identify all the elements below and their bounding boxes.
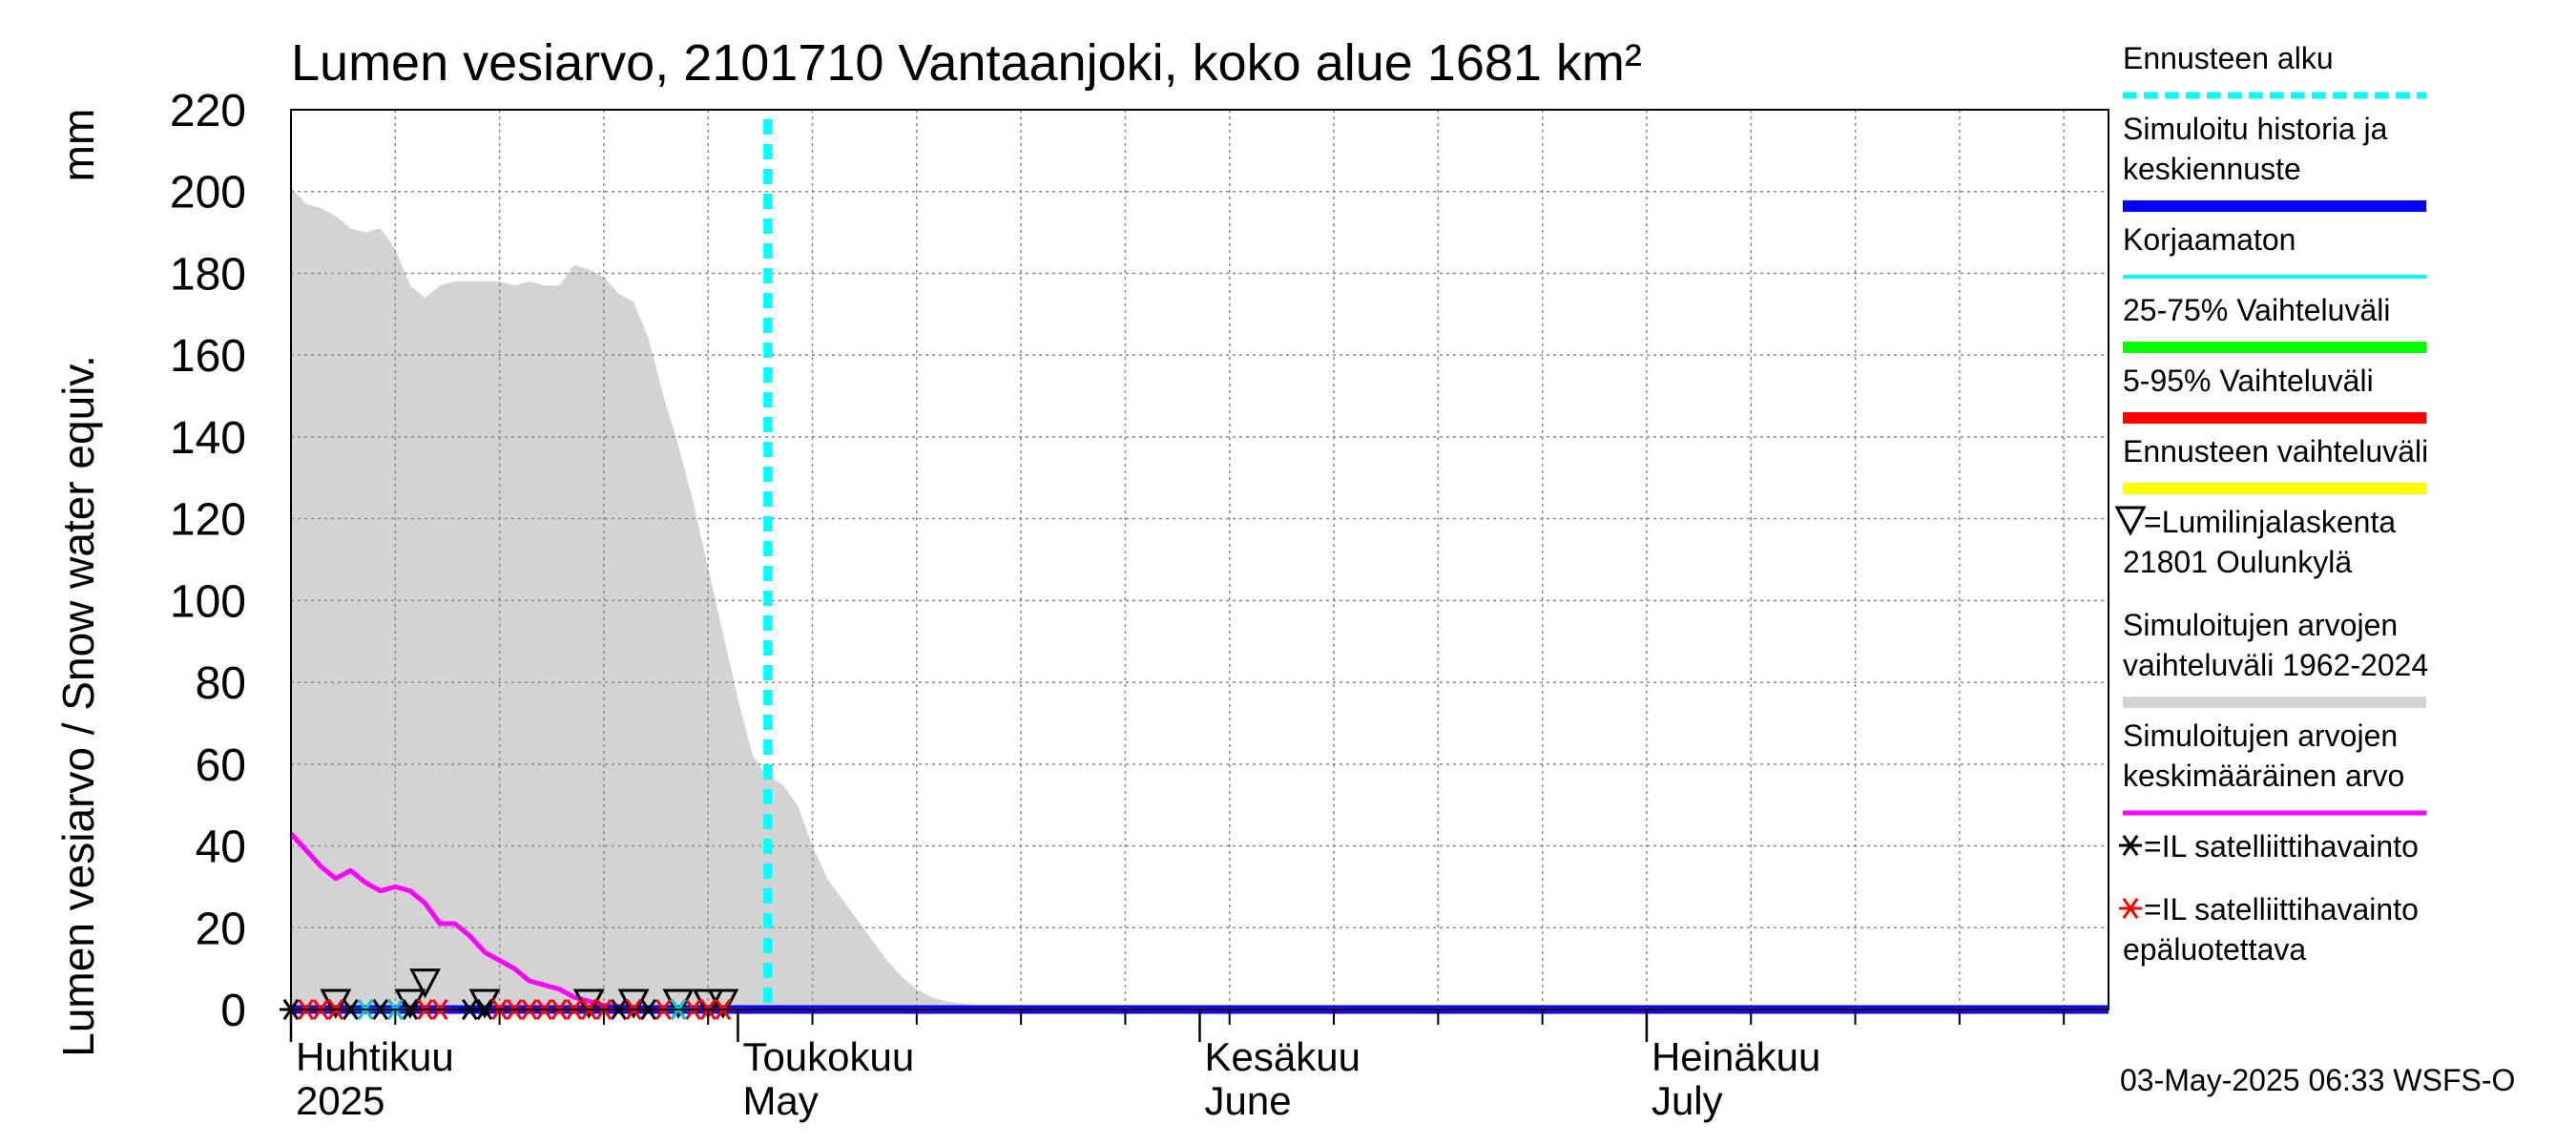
legend-label: Ennusteen vaihteluväli	[2123, 434, 2428, 468]
legend-label: Ennusteen alku	[2123, 41, 2334, 75]
x-month-label: Huhtikuu	[296, 1034, 454, 1079]
y-tick-label: 160	[170, 331, 246, 382]
y-tick-label: 60	[196, 740, 246, 791]
y-tick-label: 220	[170, 86, 246, 136]
footer-timestamp: 03-May-2025 06:33 WSFS-O	[2120, 1063, 2515, 1097]
legend-label: 5-95% Vaihteluväli	[2123, 364, 2374, 398]
legend-label: keskimääräinen arvo	[2123, 759, 2404, 793]
y-axis-unit: mm	[53, 109, 103, 182]
plot-area	[280, 109, 2109, 1021]
y-tick-label: 100	[170, 576, 246, 627]
legend-entry-3: 25-75% Vaihteluväli	[2123, 293, 2426, 353]
y-tick-label: 40	[196, 822, 246, 873]
y-tick-label: 80	[196, 658, 246, 709]
y-tick-label: 180	[170, 249, 246, 300]
y-tick-label: 120	[170, 495, 246, 546]
x-month-sublabel: July	[1652, 1078, 1723, 1123]
y-tick-label: 0	[220, 986, 246, 1036]
legend-entry-10: =IL satelliittihavainto epäluotettava	[2119, 892, 2419, 967]
legend-label: =Lumilinjalaskenta	[2144, 505, 2396, 539]
marker-0-triangle	[468, 989, 501, 1019]
legend-label: Simuloitujen arvojen	[2123, 718, 2398, 753]
marker-0-triangle	[572, 989, 605, 1019]
marker-0-triangle	[662, 989, 695, 1019]
legend-entry-1: Simuloitu historia ja keskiennuste	[2123, 112, 2426, 212]
marker-0-triangle	[617, 989, 650, 1019]
legend-label: =IL satelliittihavainto	[2144, 892, 2419, 926]
legend-entry-7: Simuloitujen arvojen vaihteluväli 1962-20…	[2123, 608, 2428, 708]
marker-0-triangle	[320, 989, 352, 1019]
range-band-layer	[291, 187, 2109, 1010]
y-axis-label: Lumen vesiarvo / Snow water equiv.	[53, 355, 103, 1057]
y-tick-label: 200	[170, 168, 246, 219]
legend-entry-9: =IL satelliittihavainto	[2119, 829, 2419, 864]
legend-entry-8: Simuloitujen arvojen keskimääräinen arvo	[2123, 718, 2426, 816]
x-month-label: Heinäkuu	[1652, 1034, 1820, 1079]
marker-0-triangle	[394, 989, 426, 1019]
legend-entry-6: =Lumilinjalaskenta 21801 Oulunkylä	[2114, 505, 2396, 579]
legend-entry-0: Ennusteen alku	[2123, 41, 2426, 99]
legend-label: epäluotettava	[2123, 932, 2306, 967]
legend-asterisk-icon	[2119, 897, 2142, 920]
marker-0-triangle	[409, 968, 442, 999]
x-month-sublabel: June	[1205, 1078, 1292, 1123]
legend-label: 21801 Oulunkylä	[2123, 545, 2352, 579]
legend: Ennusteen alku Simuloitu historia ja keski…	[2114, 41, 2428, 967]
legend-triangle-icon	[2114, 506, 2147, 536]
legend-label: keskiennuste	[2123, 152, 2301, 186]
range-band-0	[291, 187, 2109, 1010]
legend-label: Korjaamaton	[2123, 222, 2296, 257]
legend-label: 25-75% Vaihteluväli	[2123, 293, 2390, 327]
y-tick-label: 20	[196, 904, 246, 954]
x-month-sublabel: 2025	[296, 1078, 384, 1123]
grid-layer	[291, 110, 2109, 1010]
marker-0-triangle	[707, 989, 739, 1019]
x-month-label: Kesäkuu	[1205, 1034, 1361, 1079]
x-month-sublabel: May	[742, 1078, 818, 1123]
legend-label: vaihteluväli 1962-2024	[2123, 648, 2428, 682]
legend-entry-5: Ennusteen vaihteluväli	[2123, 434, 2428, 494]
legend-entry-2: Korjaamaton	[2123, 222, 2426, 279]
x-month-label: Toukokuu	[742, 1034, 914, 1079]
legend-label: Simuloitu historia ja	[2123, 112, 2388, 146]
legend-asterisk-icon	[2119, 834, 2142, 857]
chart-title: Lumen vesiarvo, 2101710 Vantaanjoki, kok…	[291, 34, 1642, 92]
y-axis: 0 20 40 60 80 100 120 140 160 180 200 220	[170, 86, 246, 1036]
y-tick-label: 140	[170, 413, 246, 464]
legend-label: Simuloitujen arvojen	[2123, 608, 2398, 642]
legend-label: =IL satelliittihavainto	[2144, 829, 2419, 864]
legend-entry-4: 5-95% Vaihteluväli	[2123, 364, 2426, 424]
